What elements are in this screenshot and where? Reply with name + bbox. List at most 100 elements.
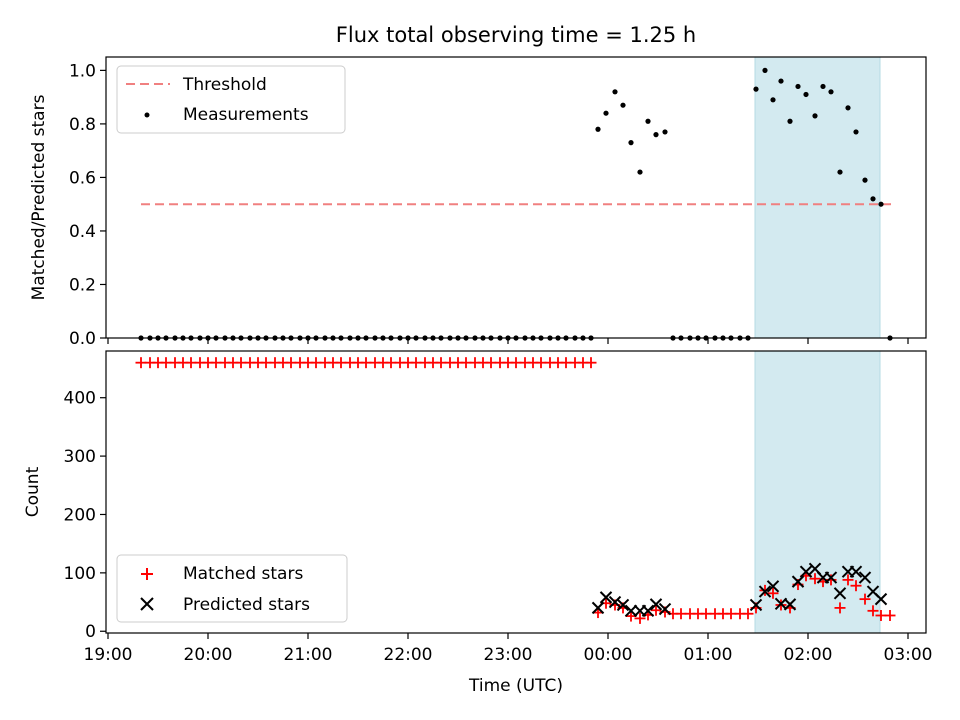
legend-matched-label: Matched stars [183, 564, 303, 584]
top-axes-frame [105, 56, 927, 339]
measurement-point [787, 118, 793, 124]
y-tick-label: 400 [64, 389, 96, 409]
measurement-point [770, 97, 776, 103]
legend-predicted-label: Predicted stars [183, 595, 310, 615]
y-tick-label: 0.6 [69, 168, 96, 188]
y-tick-label: 0.4 [69, 222, 96, 242]
predicted-star-point [591, 601, 605, 615]
measurement-point [603, 110, 609, 116]
measurement-point [803, 91, 809, 98]
matched-star-point [834, 602, 846, 614]
y-tick-label: 200 [64, 505, 96, 525]
top-x-axis-ticks [107, 338, 909, 344]
top-legend: Threshold Measurements [116, 65, 346, 134]
y-tick-label: 0.2 [69, 275, 96, 295]
measurement-point [878, 201, 884, 207]
bottom-legend-box [116, 554, 348, 623]
y-tick-label: 300 [64, 447, 96, 467]
matched-star-point [884, 609, 896, 621]
bottom-axes-frame [105, 350, 927, 634]
measurement-point [778, 78, 784, 84]
measurement-point [612, 89, 618, 95]
legend-matched-swatch [141, 568, 153, 580]
measurement-point [645, 118, 651, 124]
predicted-star-point [766, 580, 780, 593]
measurement-point [637, 169, 643, 175]
predicted-star-point [616, 598, 630, 612]
predicted-star-point [658, 602, 672, 616]
measurement-point [620, 102, 626, 108]
predicted-star-point [649, 598, 663, 611]
matched-star-point [842, 574, 854, 586]
legend-measurements-swatch [144, 112, 150, 118]
predicted-stars-points [591, 562, 888, 618]
bottom-legend: Matched stars Predicted stars [116, 554, 348, 623]
x-tick-label: 00:00 [584, 645, 633, 665]
x-tick-label: 21:00 [284, 645, 333, 665]
measurement-point [762, 67, 768, 73]
x-tick-label: 20:00 [184, 645, 233, 665]
y-tick-label: 1.0 [69, 61, 96, 81]
measurement-point [753, 86, 759, 92]
matched-star-point [650, 604, 662, 616]
x-tick-label: 19:00 [84, 645, 133, 665]
x-tick-label: 03:00 [884, 645, 933, 665]
matched-star-point [634, 612, 646, 624]
x-tick-label: 23:00 [484, 645, 533, 665]
bottom-y-axis-label: Count [23, 466, 43, 517]
legend-threshold-label: Threshold [182, 75, 267, 95]
measurement-point [862, 177, 868, 183]
matched-star-point [809, 573, 821, 585]
observing-window-highlight [754, 56, 881, 339]
y-tick-label: 100 [64, 564, 96, 584]
y-tick-label: 0.0 [69, 329, 96, 349]
chart-title: Flux total observing time = 1.25 h [336, 23, 696, 47]
matched-star-point [585, 357, 597, 369]
top-y-axis-ticks: 0.0 0.2 0.4 0.6 0.8 1.0 [69, 61, 106, 349]
predicted-star-point [799, 565, 813, 578]
measurement-point [595, 126, 601, 132]
matched-star-point [850, 580, 862, 592]
predicted-star-point [783, 598, 797, 611]
measurement-point [628, 140, 634, 146]
measurement-point [812, 113, 818, 119]
x-tick-label: 01:00 [684, 645, 733, 665]
predicted-star-point [791, 575, 805, 588]
predicted-star-point [624, 604, 638, 618]
measurement-point [795, 83, 801, 90]
predicted-star-point [599, 591, 613, 604]
bottom-x-axis-ticks: 19:00 20:00 21:00 22:00 23:00 00:00 01:00 02:00… [84, 633, 933, 665]
measurement-point [828, 89, 834, 95]
y-tick-label: 0 [85, 622, 96, 642]
matched-stars-points [135, 357, 896, 624]
x-tick-label: 22:00 [384, 645, 433, 665]
matched-star-point [742, 608, 754, 620]
x-tick-label: 02:00 [784, 645, 833, 665]
predicted-star-point [833, 587, 847, 600]
ratio-panel: 0.0 0.2 0.4 0.6 0.8 1.0 Matched/Predicted sta… [29, 56, 927, 349]
top-y-axis-label: Matched/Predicted stars [29, 94, 49, 300]
measurement-point [870, 196, 876, 202]
count-panel: 0 100 200 300 400 19:00 20:00 21:00 22:00 23:00 0… [23, 350, 933, 696]
predicted-star-point [758, 585, 772, 598]
matched-star-point [859, 593, 871, 605]
bottom-y-axis-ticks: 0 100 200 300 400 [64, 389, 106, 642]
legend-predicted-swatch [140, 597, 154, 611]
y-tick-label: 0.8 [69, 115, 96, 135]
predicted-star-point [874, 592, 888, 606]
predicted-star-point [849, 565, 863, 578]
predicted-star-point [858, 571, 872, 584]
top-legend-box [116, 65, 346, 134]
predicted-star-point [641, 604, 655, 618]
measurement-point [653, 132, 659, 138]
predicted-star-point [749, 598, 763, 612]
matched-star-point [867, 605, 879, 617]
measurement-point [837, 169, 843, 175]
measurement-point [662, 129, 668, 135]
legend-measurements-label: Measurements [183, 105, 309, 125]
matched-star-point [767, 587, 779, 599]
x-axis-label: Time (UTC) [468, 676, 563, 696]
predicted-star-point [608, 595, 622, 609]
measurement-point [853, 129, 859, 135]
